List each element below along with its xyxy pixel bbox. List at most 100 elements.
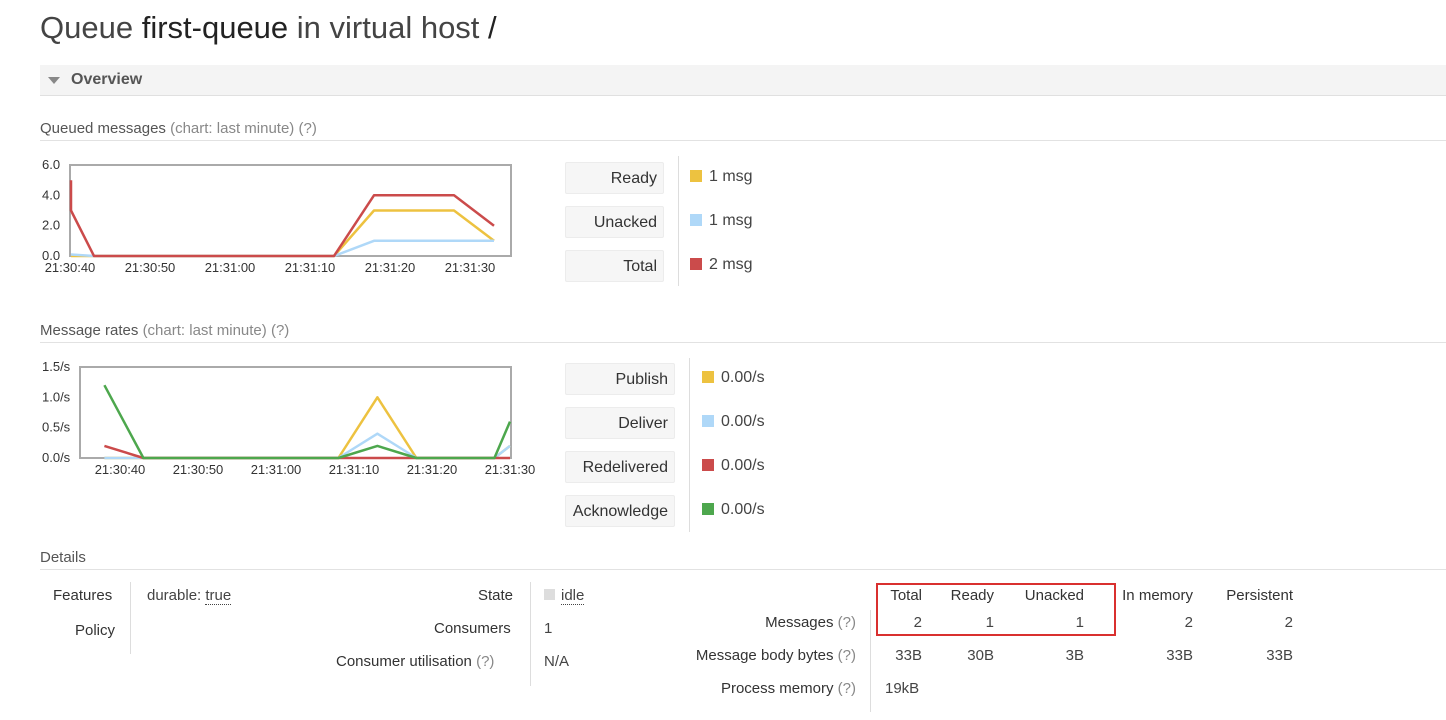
legend-value-acknowledge: 0.00/s	[702, 501, 765, 519]
stats-row-label: Messages (?)	[556, 614, 856, 631]
details-heading: Details	[40, 549, 86, 566]
vhost-name: /	[488, 10, 497, 45]
page-title: Queue first-queue in virtual host /	[40, 10, 497, 46]
y-tick-label: 6.0	[42, 157, 60, 172]
message-rates-chart: 0.0/s 0.5/s 1.0/s 1.5/s 21:30:40 21:30:50 21:3…	[42, 359, 536, 477]
y-tick-label: 0.0/s	[42, 450, 71, 465]
collapse-triangle-icon	[48, 77, 60, 84]
legend-value-redelivered: 0.00/s	[702, 457, 765, 475]
legend-toggle-deliver[interactable]: Deliver	[565, 407, 675, 439]
legend-value-total: 2 msg	[690, 256, 753, 274]
legend-toggle-publish[interactable]: Publish	[565, 363, 675, 395]
stats-cell: 1	[1075, 614, 1084, 631]
legend-swatch	[690, 170, 702, 182]
utilisation-help-link[interactable]: (?)	[476, 653, 495, 670]
utilisation-text: Consumer utilisation	[336, 653, 472, 670]
state-indicator	[544, 589, 555, 600]
rates-heading-text: Message rates	[40, 322, 139, 339]
stats-help-link[interactable]: (?)	[837, 647, 856, 664]
stats-cell: 2	[1184, 614, 1193, 631]
legend-swatch	[702, 503, 714, 515]
legend-value-text: 0.00/s	[721, 457, 765, 474]
legend-value-text: 0.00/s	[721, 501, 765, 518]
stats-cell: 33B	[1166, 647, 1193, 664]
highlight-box	[876, 583, 1116, 636]
series-line-acknowledge	[103, 384, 512, 460]
stats-cell: 33B	[895, 647, 922, 664]
stats-cell: 33B	[1266, 647, 1293, 664]
series-line-total	[69, 180, 495, 258]
x-tick-label: 21:31:30	[445, 260, 496, 275]
legend-swatch	[702, 459, 714, 471]
overview-section-toggle[interactable]: Overview	[40, 65, 1446, 96]
legend-toggle-unacked[interactable]: Unacked	[565, 206, 664, 238]
stats-cell: 2	[913, 614, 922, 631]
queued-messages-heading: Queued messages (chart: last minute) (?)	[40, 120, 317, 137]
divider	[40, 140, 1446, 141]
features-label: Features	[53, 587, 113, 604]
x-tick-label: 21:31:10	[285, 260, 336, 275]
queued-chart-range-link[interactable]: (chart: last minute)	[170, 120, 295, 137]
features-value: durable: true	[147, 587, 232, 605]
utilisation-label: Consumer utilisation (?)	[336, 653, 494, 670]
legend-value-unacked: 1 msg	[690, 212, 753, 230]
state-text: idle	[561, 587, 585, 605]
legend-swatch	[690, 258, 702, 270]
divider	[40, 569, 1446, 570]
legend-value-text: 1 msg	[709, 168, 753, 185]
legend-toggle-total[interactable]: Total	[565, 250, 664, 282]
legend-value-text: 0.00/s	[721, 369, 765, 386]
legend-value-ready: 1 msg	[690, 168, 753, 186]
rates-help-link[interactable]: (?)	[270, 322, 290, 339]
stats-row-label: Process memory (?)	[556, 680, 856, 697]
stats-help-link[interactable]: (?)	[837, 614, 856, 631]
policy-label: Policy	[75, 622, 116, 639]
stats-divider	[870, 610, 871, 712]
x-tick-label: 21:31:30	[485, 462, 536, 477]
title-middle: in virtual host	[288, 10, 489, 45]
legend-toggle-acknowledge[interactable]: Acknowledge	[565, 495, 675, 527]
rates-chart-range-link[interactable]: (chart: last minute)	[142, 322, 267, 339]
stats-cell: 2	[1284, 614, 1293, 631]
legend-swatch	[690, 214, 702, 226]
legend-toggle-redelivered[interactable]: Redelivered	[565, 451, 675, 483]
stats-row-label-text: Messages	[765, 614, 834, 631]
plot-area	[79, 366, 512, 459]
stats-column-header: Ready	[950, 587, 994, 604]
y-tick-label: 1.5/s	[42, 359, 71, 374]
y-tick-label: 2.0	[42, 218, 60, 233]
stats-column-header: Persistent	[1226, 587, 1293, 604]
stats-row-label-text: Process memory	[720, 680, 834, 697]
x-tick-label: 21:31:00	[205, 260, 256, 275]
stats-cell: 19kB	[885, 680, 920, 697]
stats-help-link[interactable]: (?)	[837, 680, 856, 697]
details-divider	[530, 582, 531, 686]
utilisation-value: N/A	[544, 653, 570, 670]
queued-heading-text: Queued messages	[40, 120, 166, 137]
divider	[40, 342, 1446, 343]
stats-row-label-text: Message body bytes	[695, 647, 834, 664]
consumers-value: 1	[544, 620, 553, 637]
legend-swatch	[702, 371, 714, 383]
stats-cell: 3B	[1065, 647, 1084, 664]
consumers-label: Consumers	[434, 620, 511, 637]
x-tick-label: 21:30:50	[125, 260, 176, 275]
x-tick-label: 21:31:20	[365, 260, 416, 275]
x-tick-label: 21:31:10	[329, 462, 380, 477]
y-tick-label: 0.5/s	[42, 420, 71, 435]
legend-value-text: 1 msg	[709, 212, 753, 229]
legend-value-text: 0.00/s	[721, 413, 765, 430]
legend-value-publish: 0.00/s	[702, 369, 765, 387]
queue-name: first-queue	[141, 10, 289, 45]
stats-cell: 1	[985, 614, 994, 631]
legend-divider	[689, 358, 690, 532]
state-label: State	[478, 587, 514, 604]
y-tick-label: 4.0	[42, 187, 60, 202]
message-rates-heading: Message rates (chart: last minute) (?)	[40, 322, 289, 339]
queued-help-link[interactable]: (?)	[298, 120, 317, 137]
stats-row-label: Message body bytes (?)	[556, 647, 856, 664]
x-tick-label: 21:31:20	[407, 462, 458, 477]
details-divider	[130, 582, 131, 654]
y-tick-label: 0.0	[42, 248, 60, 263]
legend-toggle-ready[interactable]: Ready	[565, 162, 664, 194]
